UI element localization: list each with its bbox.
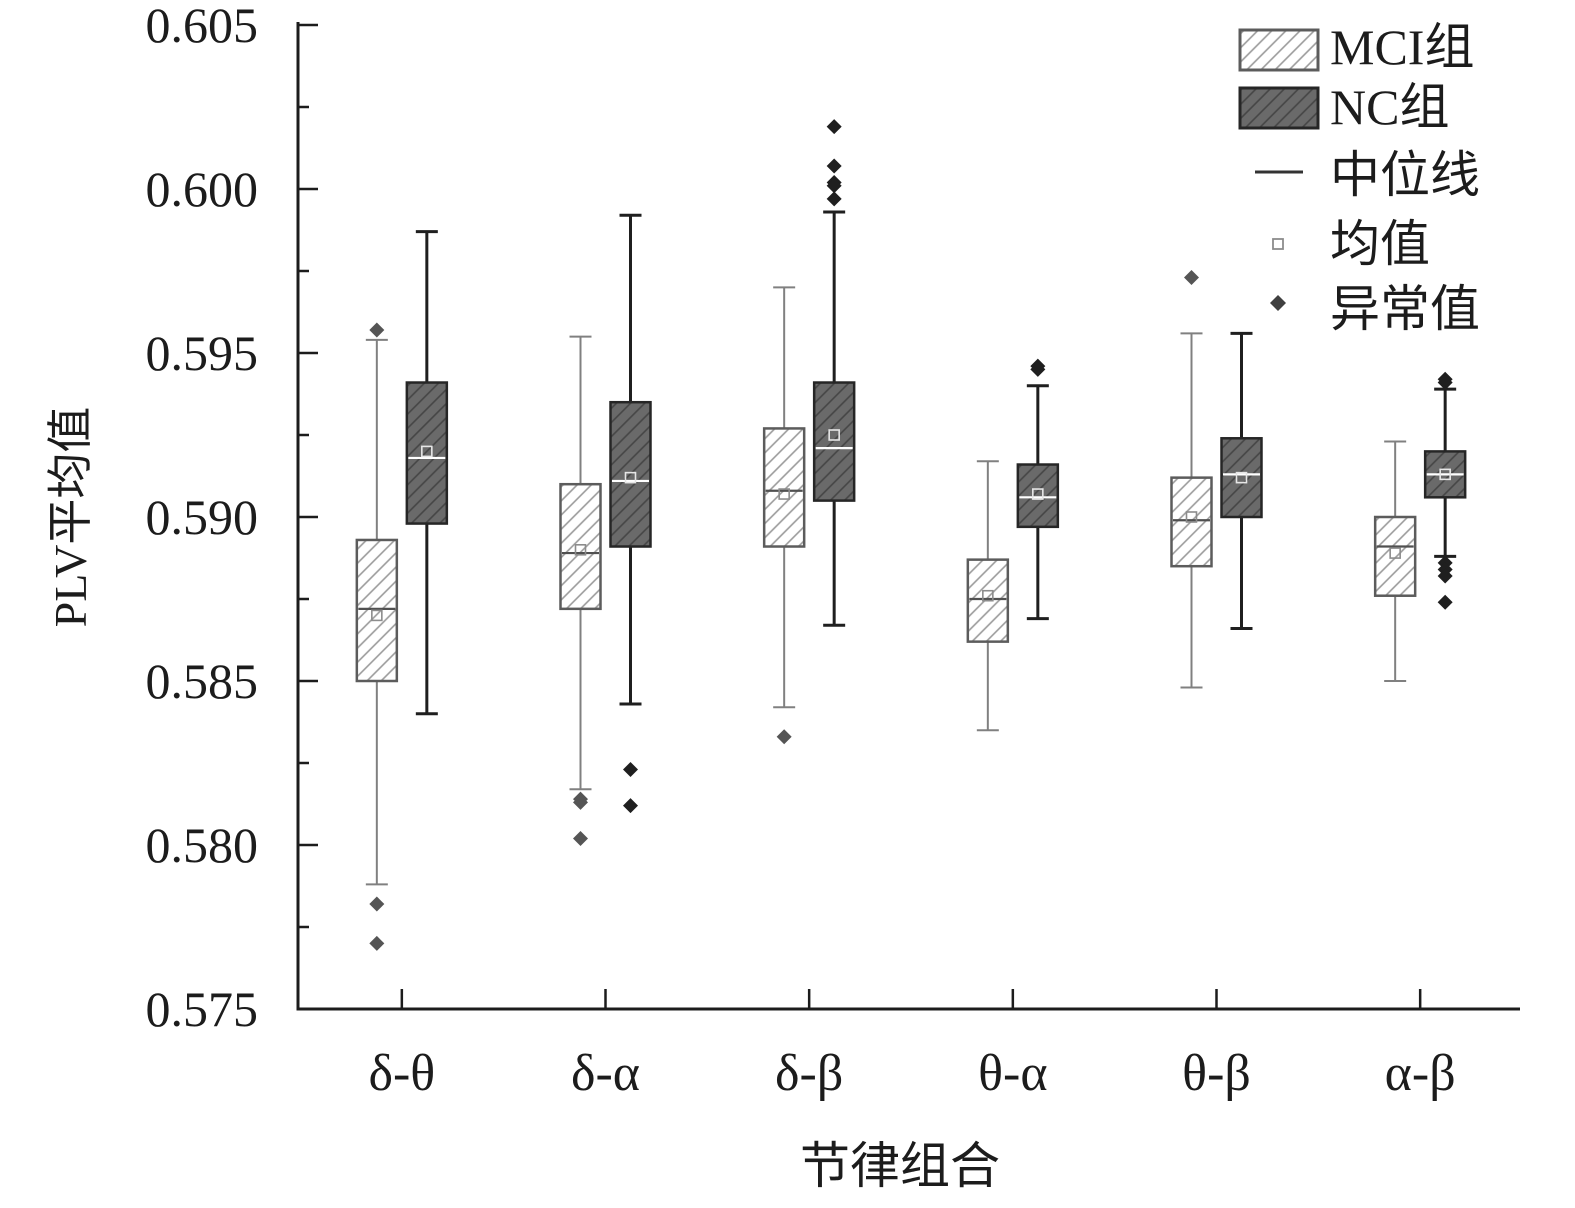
y-tick-label: 0.590 [146,489,259,545]
mci-mean-marker [1185,511,1198,523]
nc-mean-marker [421,445,433,458]
nc-box [609,400,652,548]
mci-outlier-marker [573,830,588,846]
mci-mean-marker [778,488,790,500]
y-tick-label: 0.575 [146,981,259,1037]
nc-box [1220,437,1263,519]
y-axis-title: PLV平均值 [45,407,96,628]
y-tick-label: 0.580 [146,817,259,873]
nc-outlier-marker [826,191,842,207]
legend-label-outlier: 异常值 [1330,281,1480,337]
nc-outlier-marker [1437,594,1453,610]
nc-outlier-marker [826,119,842,135]
x-tick-label: δ-β [775,1045,843,1102]
nc-outlier-marker [623,798,638,814]
x-tick-label: δ-θ [368,1045,435,1102]
x-tick-label: θ-α [978,1045,1047,1102]
legend-swatch-nc [1238,86,1320,130]
nc-mean-marker [828,429,840,441]
mci-outlier-marker [369,322,385,338]
mci-mean-marker [1389,547,1401,559]
legend-label-nc: NC组 [1330,79,1449,135]
x-tick-label: α-β [1385,1045,1456,1102]
nc-boxplot [1423,371,1467,610]
nc-boxplot [812,119,856,627]
legend-mean-symbol [1272,238,1284,250]
x-tick-label: θ-β [1182,1045,1251,1102]
mci-outlier-marker [369,896,385,912]
nc-mean-marker [1032,488,1044,500]
mci-boxplot [1373,440,1417,682]
legend-label-mean: 均值 [1330,216,1430,272]
mci-box [559,482,602,611]
nc-mean-marker [624,471,637,484]
mci-boxplot [762,286,806,745]
legend: MCI组 NC组 中位线 均值 异常值 [1238,19,1480,337]
nc-box [405,381,449,525]
mci-boxplot [559,335,602,846]
mci-boxplot [966,460,1010,732]
mci-box [1373,515,1417,597]
nc-outlier-marker [826,158,842,174]
mci-boxplot [1170,270,1213,689]
mci-mean-marker [574,543,587,556]
legend-label-mci: MCI组 [1330,19,1474,75]
mci-outlier-marker [1184,270,1199,286]
mci-outlier-marker [573,794,588,810]
legend-outlier-symbol [1270,295,1286,311]
nc-outlier-marker [1030,361,1046,377]
mci-outlier-marker [369,935,385,951]
x-tick-label: δ-α [571,1045,640,1102]
y-tick-label: 0.600 [146,161,259,217]
nc-outlier-marker [1437,568,1453,584]
legend-label-median: 中位线 [1330,147,1480,203]
nc-boxplot [1016,358,1060,621]
nc-boxplot [1220,331,1263,631]
mci-box [966,558,1010,643]
nc-outlier-marker [1437,375,1453,391]
nc-outlier-marker [826,178,842,194]
legend-swatch-mci [1238,28,1320,72]
mci-box [762,427,806,548]
nc-boxplot [405,230,449,716]
nc-box [1016,463,1060,529]
plot-area [355,119,1467,951]
mci-outlier-marker [776,729,792,745]
y-tick-label: 0.605 [146,0,259,53]
nc-outlier-marker [623,762,638,778]
nc-box [812,381,856,502]
nc-mean-marker [1235,471,1248,484]
y-tick-label: 0.595 [146,325,259,381]
mci-mean-marker [371,609,383,622]
ticks: 0.575 0.580 0.585 0.590 0.595 0.600 0.605 δ-θ δ-… [146,0,1456,1102]
mci-boxplot [355,322,399,951]
nc-mean-marker [1439,468,1451,481]
y-tick-label: 0.585 [146,653,259,709]
x-axis-title: 节律组合 [800,1138,1000,1194]
mci-mean-marker [982,589,994,602]
nc-boxplot [609,213,652,814]
